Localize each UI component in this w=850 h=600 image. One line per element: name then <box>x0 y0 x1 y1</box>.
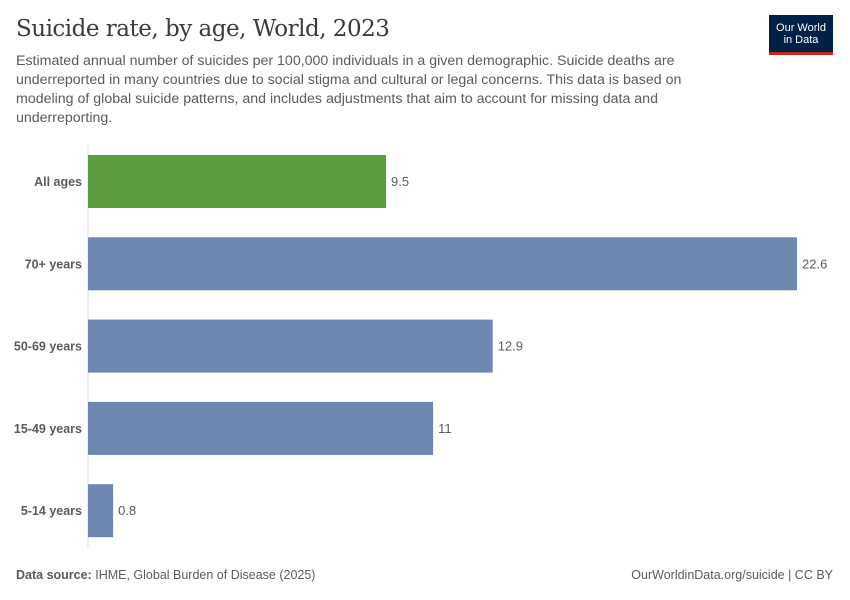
category-label: 70+ years <box>25 257 82 271</box>
data-source-label: Data source: <box>16 568 92 582</box>
category-label: All ages <box>34 175 82 189</box>
chart-title: Suicide rate, by age, World, 2023 <box>16 16 390 42</box>
value-label: 0.8 <box>118 503 136 518</box>
credit-link[interactable]: OurWorldinData.org/suicide | CC BY <box>631 568 833 582</box>
bar[interactable] <box>88 484 114 538</box>
category-label: 50-69 years <box>14 340 82 354</box>
value-label: 9.5 <box>391 174 409 189</box>
bar[interactable] <box>88 401 434 455</box>
category-label: 5-14 years <box>21 504 82 518</box>
bar[interactable] <box>88 319 493 373</box>
data-source: Data source: IHME, Global Burden of Dise… <box>16 568 315 582</box>
data-source-text[interactable]: IHME, Global Burden of Disease (2025) <box>95 568 316 582</box>
bar[interactable] <box>88 237 797 291</box>
chart-subtitle: Estimated annual number of suicides per … <box>16 53 682 126</box>
value-label: 22.6 <box>802 256 827 271</box>
value-label: 11 <box>438 421 452 436</box>
owid-logo[interactable]: Our World in Data <box>769 15 833 55</box>
logo-line-1: Our World <box>776 21 826 34</box>
value-label: 12.9 <box>498 339 523 354</box>
logo-line-2: in Data <box>783 33 819 46</box>
bar[interactable] <box>88 155 387 208</box>
category-label: 15-49 years <box>14 422 82 436</box>
